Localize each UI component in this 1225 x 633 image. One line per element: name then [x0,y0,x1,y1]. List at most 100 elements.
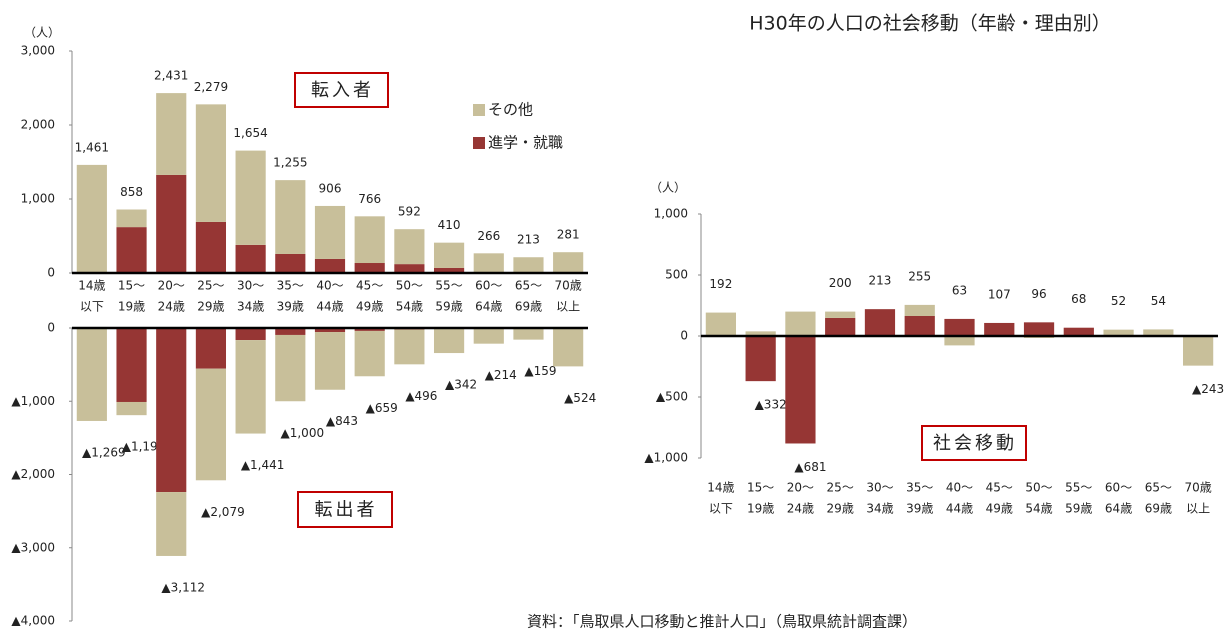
y-unit: （人） [24,26,60,40]
y-tick-label: ▲1,000 [644,451,688,465]
y-tick-label: 1,000 [21,192,55,206]
x-tick-label: 15～ [118,279,145,293]
x-tick-label: 64歳 [475,300,502,314]
bar-segment [904,315,935,336]
x-tick-label: 34歳 [237,300,264,314]
total-label: 96 [1031,287,1046,301]
bar-segment [705,312,736,336]
y-tick-label: ▲500 [656,390,688,404]
x-tick-label: 15～ [747,481,774,495]
x-tick-label: 以上 [1186,502,1210,516]
bar-segment [785,311,816,336]
bar-segment [1063,327,1094,336]
bar-segment [195,328,227,369]
total-label: ▲1,000 [281,426,325,440]
bar-segment [745,336,776,382]
total-label: ▲3,112 [161,580,205,594]
x-tick-label: 24歳 [787,502,814,516]
bar-segment [433,242,465,268]
bar-segment [354,328,385,331]
x-tick-label: 49歳 [356,300,383,314]
x-tick-label: 59歳 [1065,502,1092,516]
x-tick-label: 以下 [80,300,104,314]
bar-segment [116,209,147,228]
y-tick-label: 2,000 [21,118,55,132]
total-label: ▲659 [366,401,398,415]
x-tick-label: 20～ [158,279,185,293]
x-tick-label: 69歳 [515,300,542,314]
bar-segment [156,328,187,493]
x-tick-label: 49歳 [986,502,1013,516]
bar-segment [473,253,504,273]
bar-segment [76,328,107,421]
total-label: 192 [709,277,732,291]
x-tick-label: 44歳 [946,502,973,516]
x-tick-label: 40～ [316,279,343,293]
x-tick-label: 35～ [277,279,304,293]
bar-segment [314,328,346,333]
bar-segment [354,330,385,377]
bar-segment [904,304,935,316]
bar-segment [354,216,385,264]
total-label: 213 [517,233,540,247]
bar-segment [394,229,425,265]
total-label: ▲342 [445,378,477,392]
bar-segment [433,267,465,273]
x-tick-label: 29歳 [827,502,854,516]
x-tick-label: 55～ [1065,481,1092,495]
legend-swatch [473,137,485,149]
x-tick-label: 以下 [709,502,733,516]
bar-segment [275,334,306,402]
total-label: 906 [319,181,342,195]
y-tick-label: 500 [665,268,688,282]
x-tick-label: 14歳 [78,279,105,293]
total-label: ▲2,079 [201,505,245,519]
source: 資料：「鳥取県人口移動と推計人口」（鳥取県統計調査課） [527,613,917,631]
title: H30年の人口の社会移動（年齢・理由別） [749,13,1110,35]
x-tick-label: 55～ [435,279,462,293]
bar-segment [984,322,1015,336]
annotation: 転出者 [315,500,378,521]
bar-segment [553,328,584,367]
bar-segment [235,328,266,341]
bar-segment [1183,336,1214,366]
y-tick-label: ▲2,000 [11,467,55,481]
annotation: 社会移動 [933,433,1017,454]
y-tick-label: 1,000 [654,207,688,221]
x-tick-label: 19歳 [747,502,774,516]
total-label: ▲214 [485,368,517,382]
x-tick-label: 45～ [986,481,1013,495]
total-label: 2,279 [194,80,228,94]
legend-label: 進学・就職 [488,134,563,152]
legend-label: その他 [488,101,533,119]
bar-segment [433,328,465,354]
total-label: 52 [1111,294,1126,308]
y-tick-label: 0 [680,329,688,343]
legend-swatch [473,104,485,116]
bar-segment [195,104,227,222]
x-tick-label: 30～ [866,481,893,495]
x-tick-label: 70歳 [555,279,582,293]
x-tick-label: 69歳 [1145,502,1172,516]
bar-segment [314,258,346,273]
bar-segment [354,263,385,273]
bar-segment [785,336,816,444]
total-label: 213 [869,274,892,288]
total-label: ▲681 [794,460,826,474]
x-tick-label: 65～ [1145,481,1172,495]
x-tick-label: 29歳 [197,300,224,314]
x-tick-label: 25～ [197,279,224,293]
x-tick-label: 14歳 [707,481,734,495]
bar-segment [825,317,856,336]
total-label: 63 [952,283,967,297]
y-tick-label: ▲1,000 [11,394,55,408]
y-tick-label: 3,000 [21,44,55,58]
bar-segment [825,311,856,318]
x-tick-label: 25～ [827,481,854,495]
x-tick-label: 20～ [787,481,814,495]
annotation-box [294,72,389,108]
x-tick-label: 60～ [475,279,502,293]
bar-segment [553,252,584,273]
total-label: 858 [120,185,143,199]
x-tick-label: 19歳 [118,300,145,314]
